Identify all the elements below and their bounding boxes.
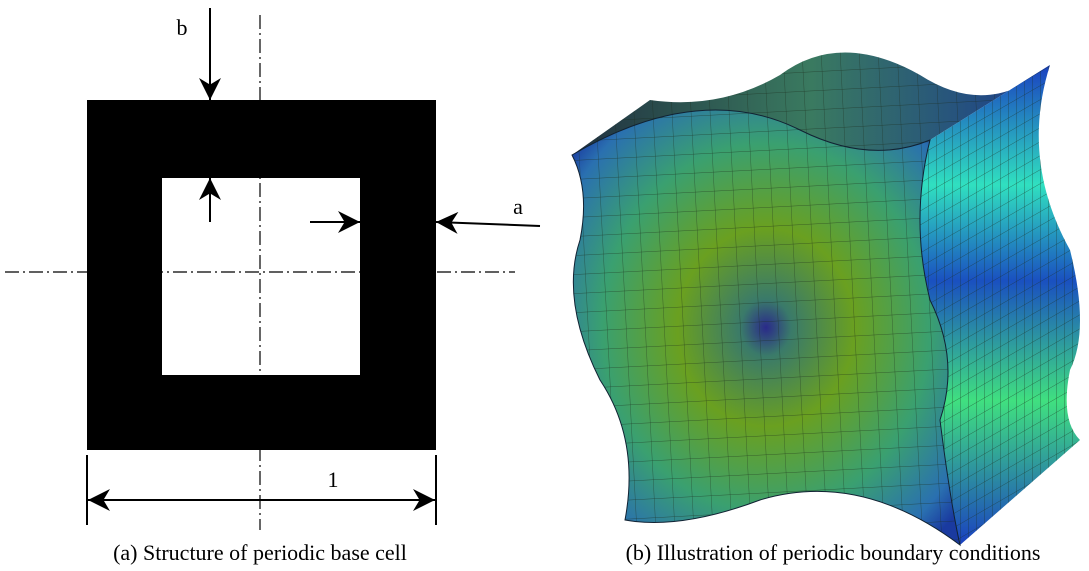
deformed-cell bbox=[572, 53, 1080, 546]
hole bbox=[162, 178, 360, 375]
caption: (a) Structure of periodic base cell bbox=[113, 540, 407, 565]
front-mesh bbox=[572, 110, 960, 545]
label: b bbox=[177, 15, 188, 40]
base-cell: b a 1 bbox=[5, 8, 540, 530]
arrow bbox=[436, 222, 540, 226]
label: a bbox=[513, 194, 523, 219]
figure: b a 1 (a) Structure of periodic base cel… bbox=[0, 0, 1089, 571]
caption: (b) Illustration of periodic boundary co… bbox=[626, 540, 1041, 565]
dimension-label: 1 bbox=[328, 467, 339, 492]
